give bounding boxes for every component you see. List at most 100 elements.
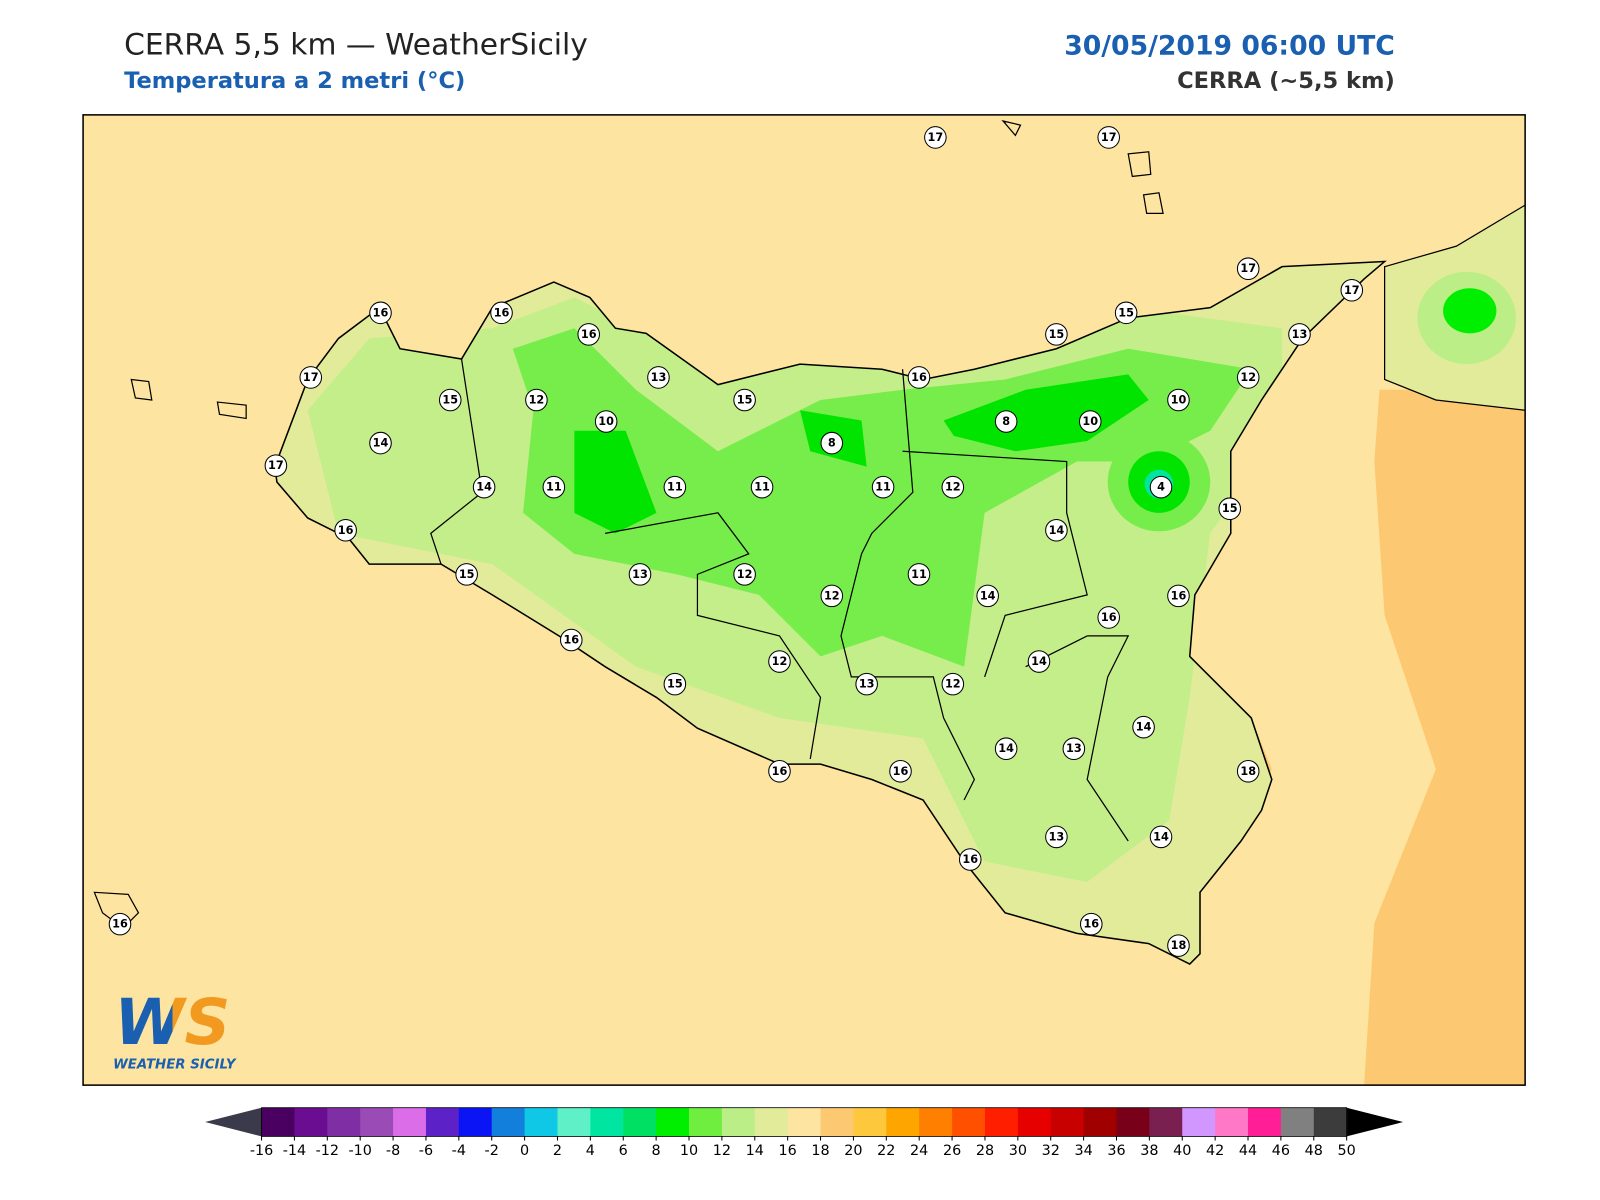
station-value: 15 — [459, 568, 475, 581]
colorbar-tick-label: -16 — [250, 1143, 273, 1159]
colorbar-tick-label: 50 — [1338, 1143, 1356, 1159]
station-marker — [663, 672, 687, 696]
colorbar-tick-label: 36 — [1107, 1143, 1125, 1159]
station-value: 15 — [737, 394, 753, 407]
station-value: 10 — [598, 415, 614, 428]
colorbar-tick-label: 32 — [1042, 1143, 1060, 1159]
station-marker — [855, 672, 878, 696]
colorbar-tick-label: -14 — [283, 1143, 306, 1159]
colorbar-tick-label: 28 — [976, 1143, 994, 1159]
station-value: 16 — [338, 524, 354, 537]
colorbar-swatch — [721, 1107, 756, 1137]
station-marker — [1062, 737, 1086, 760]
station-marker — [369, 301, 392, 325]
colorbar-swatch — [1083, 1107, 1118, 1137]
station-marker — [1045, 323, 1068, 346]
station-marker — [907, 563, 931, 586]
colorbar-swatch — [886, 1107, 920, 1137]
colorbar-tick-label: 40 — [1173, 1143, 1191, 1159]
station-value: 11 — [667, 481, 683, 494]
station-value: 14 — [1153, 830, 1169, 843]
station-value: 16 — [563, 634, 579, 647]
station-value: 11 — [911, 568, 927, 581]
colorbar-tick-label: -8 — [386, 1143, 400, 1159]
colorbar-tick-label: -12 — [316, 1143, 339, 1159]
station-value: 16 — [373, 306, 389, 319]
station-value: 13 — [859, 678, 875, 691]
station-value: 13 — [651, 371, 667, 384]
station-value: 16 — [112, 918, 128, 931]
colorbar-swatch — [754, 1107, 789, 1137]
station-marker — [577, 323, 600, 346]
station-value: 10 — [1082, 415, 1098, 428]
station-marker — [768, 650, 791, 673]
station-value: 12 — [1240, 371, 1256, 384]
colorbar-swatch — [590, 1107, 624, 1137]
station-marker — [1167, 934, 1190, 957]
station-marker — [750, 475, 774, 499]
station-value: 17 — [1240, 262, 1256, 275]
colorbar-swatch — [1313, 1107, 1348, 1137]
colorbar: -16 -14 -12 -10 -8 -6 -4 -2 0 2 4 6 8 10 12 14 16 18 20 22 2… — [205, 1107, 1404, 1159]
title: CERRA 5,5 km — WeatherSicily — [124, 27, 588, 62]
station-value: 14 — [1049, 524, 1065, 537]
station-marker — [1218, 497, 1242, 520]
colorbar-swatch — [1248, 1107, 1282, 1137]
station-marker — [820, 584, 844, 608]
station-marker — [733, 563, 756, 586]
station-value: 14 — [1136, 721, 1152, 734]
station-marker — [820, 431, 844, 455]
colorbar-swatch — [689, 1107, 723, 1137]
colorbar-tick-label: 20 — [844, 1143, 862, 1159]
station-value: 12 — [824, 589, 840, 602]
colorbar-tick-label: -10 — [348, 1143, 371, 1159]
colorbar-swatch — [1050, 1107, 1085, 1137]
station-value: 16 — [1083, 918, 1099, 931]
colorbar-swatch — [623, 1107, 657, 1137]
colorbar-swatch — [820, 1107, 854, 1137]
colorbar-swatch — [458, 1107, 493, 1137]
station-marker — [1236, 760, 1260, 783]
colorbar-swatch — [425, 1107, 460, 1137]
station-marker — [1097, 606, 1120, 629]
colorbar-swatch — [491, 1107, 526, 1137]
station-marker — [1288, 323, 1311, 346]
station-marker — [1149, 475, 1173, 499]
station-marker — [264, 454, 288, 477]
station-marker — [941, 672, 965, 696]
colorbar-swatch — [360, 1107, 394, 1137]
stations: 17 17 16 16 16 17 17 15 15 13 17 15 12 13 15 16 12 10 10 8 1… — [108, 126, 1364, 957]
station-value: 14 — [1031, 655, 1047, 668]
station-marker — [1027, 650, 1051, 673]
colorbar-swatch — [787, 1107, 822, 1137]
station-marker — [994, 737, 1018, 760]
colorbar-tick-label: 14 — [746, 1143, 764, 1159]
station-marker — [889, 760, 912, 783]
colorbar-tick-label: 30 — [1009, 1143, 1027, 1159]
station-value: 12 — [737, 568, 753, 581]
colorbar-tick-label: 48 — [1305, 1143, 1323, 1159]
colorbar-swatch — [853, 1107, 887, 1137]
colorbar-swatch — [1149, 1107, 1183, 1137]
station-marker — [438, 388, 462, 412]
colorbar-swatch — [393, 1107, 427, 1137]
station-marker — [1045, 825, 1068, 849]
station-marker — [560, 628, 583, 652]
station-marker — [1114, 301, 1138, 325]
station-value: 17 — [268, 459, 284, 472]
station-marker — [907, 366, 931, 389]
colorbar-swatch — [294, 1107, 328, 1137]
station-marker — [1045, 518, 1068, 542]
colorbar-tick-label: 22 — [877, 1143, 895, 1159]
colorbar-swatch — [524, 1107, 558, 1137]
station-value: 15 — [1118, 306, 1134, 319]
station-value: 16 — [1171, 589, 1187, 602]
colorbar-tick-label: 46 — [1272, 1143, 1290, 1159]
station-value: 14 — [476, 481, 492, 494]
station-value: 4 — [1157, 481, 1165, 494]
station-marker — [768, 760, 791, 783]
station-marker — [1167, 388, 1190, 412]
station-marker — [1236, 366, 1260, 389]
province-borders — [430, 358, 1130, 842]
station-marker — [472, 475, 496, 499]
